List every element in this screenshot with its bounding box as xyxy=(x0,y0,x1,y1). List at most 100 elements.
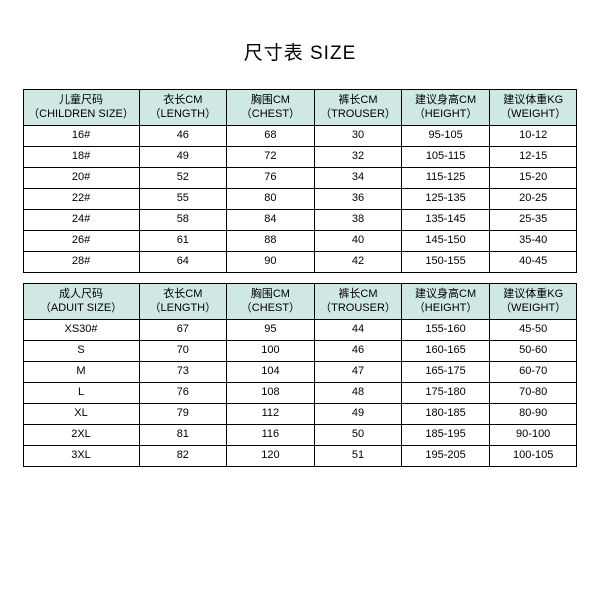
table-cell: 40-45 xyxy=(489,252,577,273)
table-cell: XL xyxy=(23,404,139,425)
table-cell: 90 xyxy=(227,252,315,273)
table-cell: 95 xyxy=(227,320,315,341)
table-row: XS30#679544155-16045-50 xyxy=(23,320,577,341)
table-cell: 22# xyxy=(23,189,139,210)
table-cell: 135-145 xyxy=(402,210,490,231)
children-size-table: 儿童尺码（CHILDREN SIZE） 衣长CM（LENGTH） 胸围CM（CH… xyxy=(23,89,578,273)
table-cell: 125-135 xyxy=(402,189,490,210)
table-cell: 44 xyxy=(314,320,402,341)
table-cell: 50 xyxy=(314,425,402,446)
table-row: 3XL8212051195-205100-105 xyxy=(23,446,577,467)
table-cell: 100 xyxy=(227,341,315,362)
table-cell: 88 xyxy=(227,231,315,252)
page-title: 尺寸表 SIZE xyxy=(244,38,357,65)
table-cell: 46 xyxy=(314,341,402,362)
table-row: M7310447165-17560-70 xyxy=(23,362,577,383)
table-cell: 180-185 xyxy=(402,404,490,425)
table-cell: 28# xyxy=(23,252,139,273)
table-cell: 16# xyxy=(23,126,139,147)
table-cell: 49 xyxy=(314,404,402,425)
table-cell: 79 xyxy=(139,404,227,425)
table-cell: 70 xyxy=(139,341,227,362)
table-cell: 155-160 xyxy=(402,320,490,341)
table-row: XL7911249180-18580-90 xyxy=(23,404,577,425)
table-cell: 32 xyxy=(314,147,402,168)
table-cell: 175-180 xyxy=(402,383,490,404)
table-cell: 45-50 xyxy=(489,320,577,341)
table-cell: 38 xyxy=(314,210,402,231)
table-row: S7010046160-16550-60 xyxy=(23,341,577,362)
table-cell: 18# xyxy=(23,147,139,168)
table-cell: 150-155 xyxy=(402,252,490,273)
col-height: 建议身高CM（HEIGHT） xyxy=(402,90,490,126)
col-trouser: 裤长CM（TROUSER） xyxy=(314,90,402,126)
table-cell: 10-12 xyxy=(489,126,577,147)
table-row: 2XL8111650185-19590-100 xyxy=(23,425,577,446)
table-cell: 36 xyxy=(314,189,402,210)
table-cell: 165-175 xyxy=(402,362,490,383)
table-cell: 95-105 xyxy=(402,126,490,147)
table-cell: 60-70 xyxy=(489,362,577,383)
table-row: L7610848175-18070-80 xyxy=(23,383,577,404)
table-cell: 104 xyxy=(227,362,315,383)
table-cell: 12-15 xyxy=(489,147,577,168)
table-cell: 112 xyxy=(227,404,315,425)
table-cell: 185-195 xyxy=(402,425,490,446)
table-cell: 72 xyxy=(227,147,315,168)
table-cell: 84 xyxy=(227,210,315,231)
adult-table-body: XS30#679544155-16045-50S7010046160-16550… xyxy=(23,320,577,467)
table-cell: XS30# xyxy=(23,320,139,341)
col-chest: 胸围CM（CHEST） xyxy=(227,284,315,320)
table-cell: 116 xyxy=(227,425,315,446)
table-row: 26#618840145-15035-40 xyxy=(23,231,577,252)
table-cell: 55 xyxy=(139,189,227,210)
table-row: 22#558036125-13520-25 xyxy=(23,189,577,210)
col-trouser: 裤长CM（TROUSER） xyxy=(314,284,402,320)
table-cell: 46 xyxy=(139,126,227,147)
table-row: 28#649042150-15540-45 xyxy=(23,252,577,273)
col-weight: 建议体重KG（WEIGHT） xyxy=(489,90,577,126)
table-cell: 50-60 xyxy=(489,341,577,362)
table-row: 24#588438135-14525-35 xyxy=(23,210,577,231)
table-cell: 108 xyxy=(227,383,315,404)
table-cell: 120 xyxy=(227,446,315,467)
table-cell: 3XL xyxy=(23,446,139,467)
table-cell: 34 xyxy=(314,168,402,189)
table-cell: L xyxy=(23,383,139,404)
table-cell: 15-20 xyxy=(489,168,577,189)
col-weight: 建议体重KG（WEIGHT） xyxy=(489,284,577,320)
adult-size-table: 成人尺码（ADUIT SIZE） 衣长CM（LENGTH） 胸围CM（CHEST… xyxy=(23,283,578,467)
table-cell: 145-150 xyxy=(402,231,490,252)
table-cell: 49 xyxy=(139,147,227,168)
col-adult-size: 成人尺码（ADUIT SIZE） xyxy=(23,284,139,320)
table-cell: 20# xyxy=(23,168,139,189)
table-cell: 51 xyxy=(314,446,402,467)
table-cell: 48 xyxy=(314,383,402,404)
table-cell: 35-40 xyxy=(489,231,577,252)
table-cell: 64 xyxy=(139,252,227,273)
table-cell: 73 xyxy=(139,362,227,383)
table-cell: 40 xyxy=(314,231,402,252)
table-cell: 80 xyxy=(227,189,315,210)
col-children-size: 儿童尺码（CHILDREN SIZE） xyxy=(23,90,139,126)
table-cell: 30 xyxy=(314,126,402,147)
table-cell: 61 xyxy=(139,231,227,252)
table-cell: 115-125 xyxy=(402,168,490,189)
table-cell: S xyxy=(23,341,139,362)
table-row: 20#527634115-12515-20 xyxy=(23,168,577,189)
table-cell: 160-165 xyxy=(402,341,490,362)
table-cell: 47 xyxy=(314,362,402,383)
children-table-body: 16#46683095-10510-1218#497232105-11512-1… xyxy=(23,126,577,273)
table-cell: 90-100 xyxy=(489,425,577,446)
children-table-header-row: 儿童尺码（CHILDREN SIZE） 衣长CM（LENGTH） 胸围CM（CH… xyxy=(23,90,577,126)
col-chest: 胸围CM（CHEST） xyxy=(227,90,315,126)
col-length: 衣长CM（LENGTH） xyxy=(139,90,227,126)
table-cell: 82 xyxy=(139,446,227,467)
col-height: 建议身高CM（HEIGHT） xyxy=(402,284,490,320)
table-cell: 25-35 xyxy=(489,210,577,231)
table-cell: 42 xyxy=(314,252,402,273)
table-cell: M xyxy=(23,362,139,383)
table-cell: 195-205 xyxy=(402,446,490,467)
table-cell: 81 xyxy=(139,425,227,446)
adult-table-header-row: 成人尺码（ADUIT SIZE） 衣长CM（LENGTH） 胸围CM（CHEST… xyxy=(23,284,577,320)
